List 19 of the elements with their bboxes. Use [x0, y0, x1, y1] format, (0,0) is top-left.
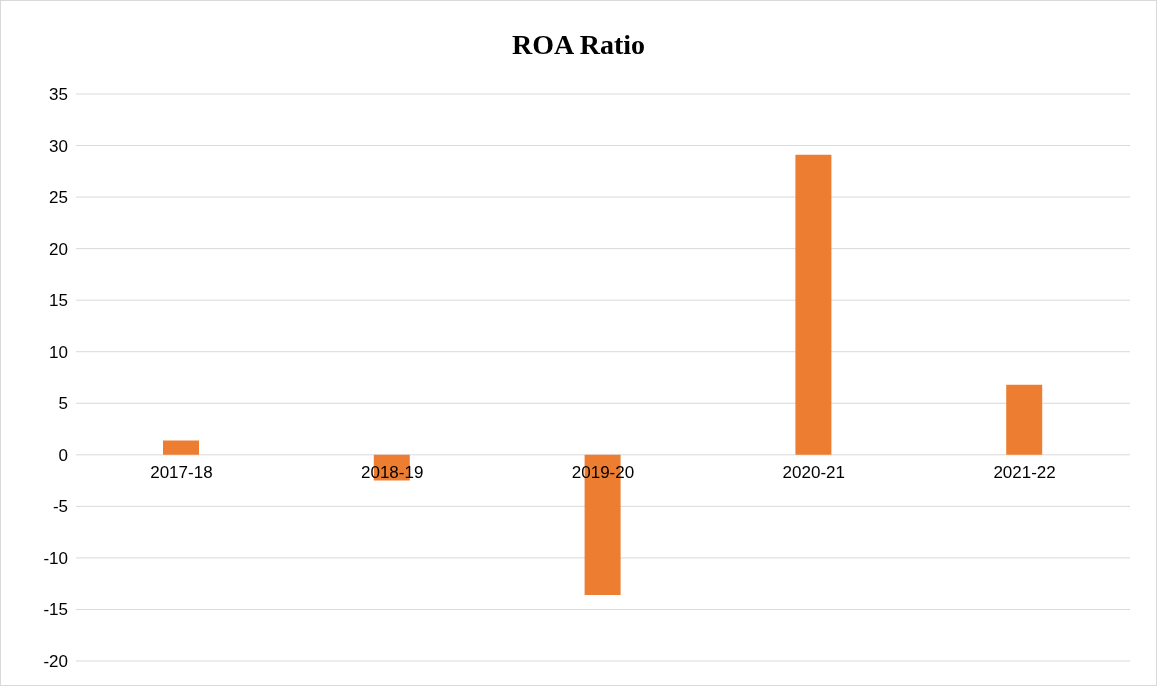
x-tick-label: 2021-22	[993, 463, 1056, 483]
y-tick-label: 5	[58, 394, 68, 414]
y-tick-label: 15	[49, 291, 68, 311]
y-tick-label: 20	[49, 239, 68, 259]
y-tick-label: 0	[58, 445, 68, 465]
y-tick-label: -15	[43, 600, 68, 620]
bar	[163, 440, 199, 455]
y-tick-label: 25	[49, 188, 68, 208]
x-tick-label: 2017-18	[150, 463, 213, 483]
y-tick-label: 30	[49, 136, 68, 156]
bar	[1006, 384, 1043, 455]
y-tick-label: -5	[52, 497, 68, 517]
x-tick-label: 2020-21	[782, 463, 845, 483]
y-tick-label: -20	[43, 652, 68, 672]
bar	[795, 154, 832, 455]
y-tick-label: -10	[43, 548, 68, 568]
y-tick-label: 35	[49, 85, 68, 105]
y-tick-label: 10	[49, 342, 68, 362]
chart-title: ROA Ratio	[511, 29, 646, 61]
